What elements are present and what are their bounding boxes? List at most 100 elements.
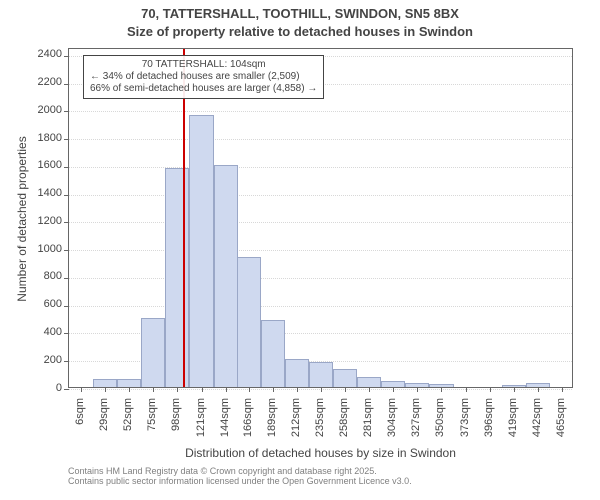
x-tick-mark (129, 387, 130, 392)
x-tick-label: 189sqm (266, 398, 278, 458)
y-tick-mark (64, 389, 69, 390)
histogram-bar (357, 377, 381, 387)
y-tick-mark (64, 167, 69, 168)
y-tick-mark (64, 306, 69, 307)
gridline (69, 222, 572, 223)
y-tick-label: 200 (28, 354, 62, 366)
histogram-bar (261, 320, 285, 387)
histogram-bar (309, 362, 333, 387)
x-tick-mark (105, 387, 106, 392)
y-tick-label: 1400 (28, 187, 62, 199)
gridline (69, 139, 572, 140)
y-tick-label: 600 (28, 298, 62, 310)
y-tick-mark (64, 278, 69, 279)
histogram-bar (165, 168, 189, 387)
x-tick-label: 166sqm (242, 398, 254, 458)
x-tick-label: 121sqm (195, 398, 207, 458)
y-tick-label: 1000 (28, 243, 62, 255)
x-tick-label: 373sqm (459, 398, 471, 458)
gridline (69, 306, 572, 307)
x-tick-label: 75sqm (146, 398, 158, 458)
x-tick-label: 465sqm (555, 398, 567, 458)
x-tick-mark (490, 387, 491, 392)
x-tick-label: 29sqm (98, 398, 110, 458)
x-tick-mark (297, 387, 298, 392)
footer-line-2: Contains public sector information licen… (68, 476, 600, 486)
y-tick-mark (64, 56, 69, 57)
x-tick-mark (273, 387, 274, 392)
footer: Contains HM Land Registry data © Crown c… (68, 466, 600, 486)
x-tick-mark (249, 387, 250, 392)
reference-line (183, 49, 185, 387)
x-tick-label: 258sqm (338, 398, 350, 458)
gridline (69, 195, 572, 196)
annotation-box: 70 TATTERSHALL: 104sqm← 34% of detached … (83, 55, 324, 99)
x-tick-mark (417, 387, 418, 392)
y-tick-label: 0 (28, 382, 62, 394)
chart-title-1: 70, TATTERSHALL, TOOTHILL, SWINDON, SN5 … (0, 6, 600, 21)
gridline (69, 111, 572, 112)
plot-area: 70 TATTERSHALL: 104sqm← 34% of detached … (68, 48, 573, 388)
y-tick-mark (64, 139, 69, 140)
gridline (69, 167, 572, 168)
y-axis-label: Number of detached properties (15, 49, 29, 389)
x-tick-label: 442sqm (531, 398, 543, 458)
x-tick-label: 6sqm (74, 398, 86, 458)
y-tick-mark (64, 333, 69, 334)
x-tick-mark (153, 387, 154, 392)
footer-line-1: Contains HM Land Registry data © Crown c… (68, 466, 600, 476)
y-tick-label: 2200 (28, 76, 62, 88)
x-tick-label: 144sqm (219, 398, 231, 458)
x-tick-mark (393, 387, 394, 392)
x-tick-mark (562, 387, 563, 392)
x-tick-mark (369, 387, 370, 392)
annotation-line-larger: 66% of semi-detached houses are larger (… (90, 83, 317, 95)
y-tick-label: 1600 (28, 159, 62, 171)
gridline (69, 250, 572, 251)
x-tick-mark (226, 387, 227, 392)
y-tick-label: 2400 (28, 48, 62, 60)
x-tick-label: 98sqm (170, 398, 182, 458)
x-tick-mark (538, 387, 539, 392)
x-tick-mark (81, 387, 82, 392)
gridline (69, 278, 572, 279)
x-tick-label: 350sqm (434, 398, 446, 458)
y-tick-mark (64, 361, 69, 362)
y-tick-mark (64, 222, 69, 223)
histogram-bar (214, 165, 238, 387)
x-tick-mark (345, 387, 346, 392)
x-tick-mark (202, 387, 203, 392)
x-tick-label: 235sqm (314, 398, 326, 458)
histogram-bar (333, 369, 357, 387)
histogram-bar (285, 359, 309, 387)
x-tick-label: 396sqm (483, 398, 495, 458)
x-tick-mark (441, 387, 442, 392)
histogram-bar (189, 115, 213, 387)
x-tick-label: 327sqm (410, 398, 422, 458)
y-tick-mark (64, 84, 69, 85)
y-tick-label: 2000 (28, 104, 62, 116)
y-tick-mark (64, 195, 69, 196)
histogram-bar (117, 379, 141, 387)
x-tick-mark (466, 387, 467, 392)
x-tick-mark (177, 387, 178, 392)
y-tick-label: 800 (28, 270, 62, 282)
y-tick-mark (64, 111, 69, 112)
y-tick-mark (64, 250, 69, 251)
y-tick-label: 400 (28, 326, 62, 338)
x-tick-mark (321, 387, 322, 392)
histogram-bar (237, 257, 261, 387)
x-tick-label: 52sqm (122, 398, 134, 458)
chart-title-2: Size of property relative to detached ho… (0, 24, 600, 39)
y-tick-label: 1200 (28, 215, 62, 227)
chart-root: 70, TATTERSHALL, TOOTHILL, SWINDON, SN5 … (0, 0, 600, 500)
histogram-bar (93, 379, 117, 387)
annotation-title: 70 TATTERSHALL: 104sqm (90, 59, 317, 71)
x-tick-label: 304sqm (386, 398, 398, 458)
y-tick-label: 1800 (28, 132, 62, 144)
x-tick-mark (514, 387, 515, 392)
x-tick-label: 212sqm (290, 398, 302, 458)
x-tick-label: 419sqm (507, 398, 519, 458)
histogram-bar (141, 318, 165, 387)
x-tick-label: 281sqm (362, 398, 374, 458)
